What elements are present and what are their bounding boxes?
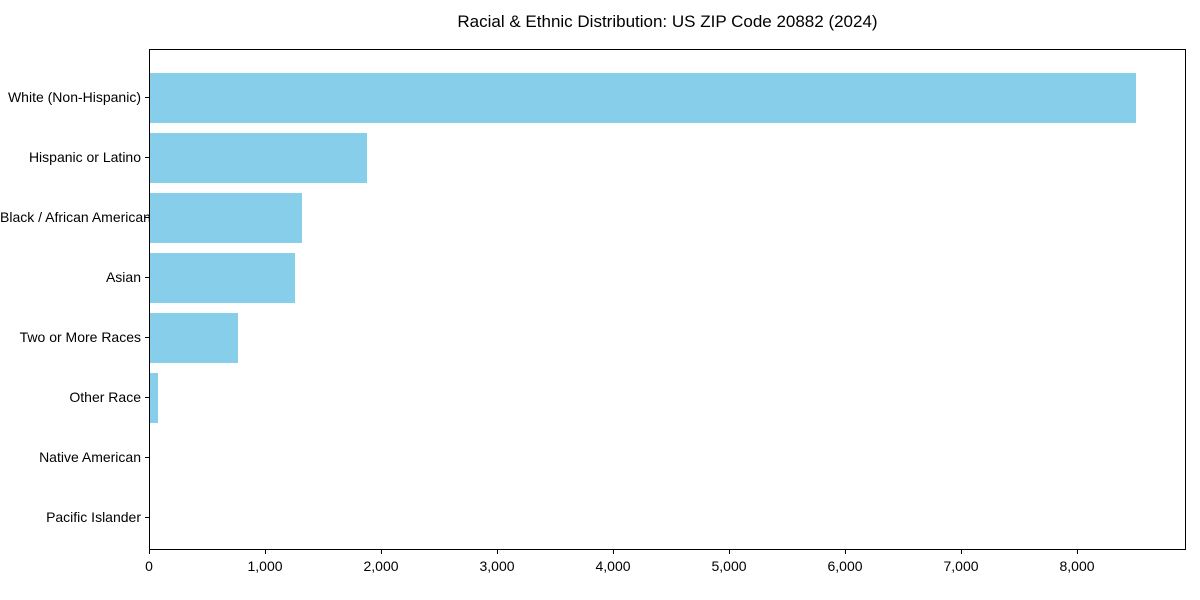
xtick-label-8000: 8,000: [1059, 558, 1095, 574]
xtick-label-4000: 4,000: [595, 558, 631, 574]
xtick-label-0: 0: [145, 558, 153, 574]
ytick-label-other-race: Other Race: [69, 389, 141, 405]
ytick-label-pacific-islander: Pacific Islander: [46, 509, 141, 525]
ytick-mark-native-american: [145, 457, 149, 458]
xtick-label-2000: 2,000: [363, 558, 399, 574]
ytick-mark-black-african-american: [145, 217, 149, 218]
xtick-mark-0: [149, 550, 150, 554]
chart-title: Racial & Ethnic Distribution: US ZIP Cod…: [457, 12, 878, 31]
xtick-label-3000: 3,000: [479, 558, 515, 574]
bar-hispanic-or-latino: [150, 133, 367, 183]
ytick-label-hispanic-or-latino: Hispanic or Latino: [28, 149, 141, 165]
bar-asian: [150, 253, 295, 303]
ytick-label-black-african-american: Black / African American: [0, 209, 151, 225]
ytick-mark-asian: [145, 277, 149, 278]
ytick-mark-hispanic-or-latino: [145, 157, 149, 158]
xtick-mark-8000: [1077, 550, 1078, 554]
xtick-label-5000: 5,000: [711, 558, 747, 574]
ytick-mark-two-or-more-races: [145, 337, 149, 338]
ytick-mark-pacific-islander: [145, 517, 149, 518]
bar-two-or-more-races: [150, 313, 238, 363]
xtick-mark-7000: [961, 550, 962, 554]
xtick-mark-4000: [613, 550, 614, 554]
xtick-mark-5000: [729, 550, 730, 554]
plot-area: [149, 49, 1186, 550]
xtick-mark-1000: [265, 550, 266, 554]
xtick-mark-6000: [845, 550, 846, 554]
ytick-label-two-or-more-races: Two or More Races: [19, 329, 141, 345]
xtick-label-6000: 6,000: [827, 558, 863, 574]
ytick-label-native-american: Native American: [39, 449, 141, 465]
bar-white-non-hispanic: [150, 73, 1136, 123]
xtick-mark-2000: [381, 550, 382, 554]
xtick-label-1000: 1,000: [247, 558, 283, 574]
ytick-mark-other-race: [145, 397, 149, 398]
ytick-mark-white-non-hispanic: [145, 97, 149, 98]
xtick-label-7000: 7,000: [943, 558, 979, 574]
ytick-label-white-non-hispanic: White (Non-Hispanic): [7, 89, 141, 105]
bar-black-african-american: [150, 193, 302, 243]
xtick-mark-3000: [497, 550, 498, 554]
ytick-label-asian: Asian: [105, 269, 141, 285]
bar-other-race: [150, 373, 158, 423]
